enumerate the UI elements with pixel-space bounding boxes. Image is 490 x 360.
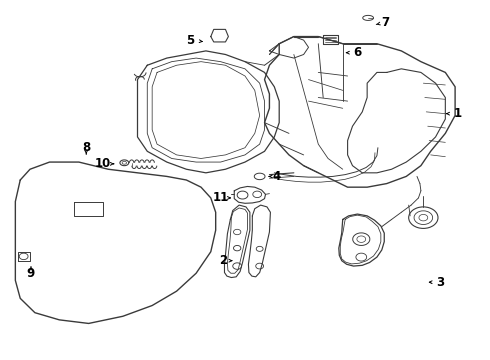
Text: 5: 5: [186, 33, 195, 47]
Text: 2: 2: [219, 254, 227, 267]
Text: 8: 8: [82, 141, 90, 154]
Text: 1: 1: [453, 107, 462, 120]
Text: 7: 7: [382, 16, 390, 29]
Text: 9: 9: [27, 267, 35, 280]
Text: 3: 3: [437, 276, 444, 289]
Text: 6: 6: [353, 46, 362, 59]
Text: 10: 10: [95, 157, 111, 170]
Text: 11: 11: [213, 192, 229, 204]
Text: 4: 4: [272, 170, 281, 183]
